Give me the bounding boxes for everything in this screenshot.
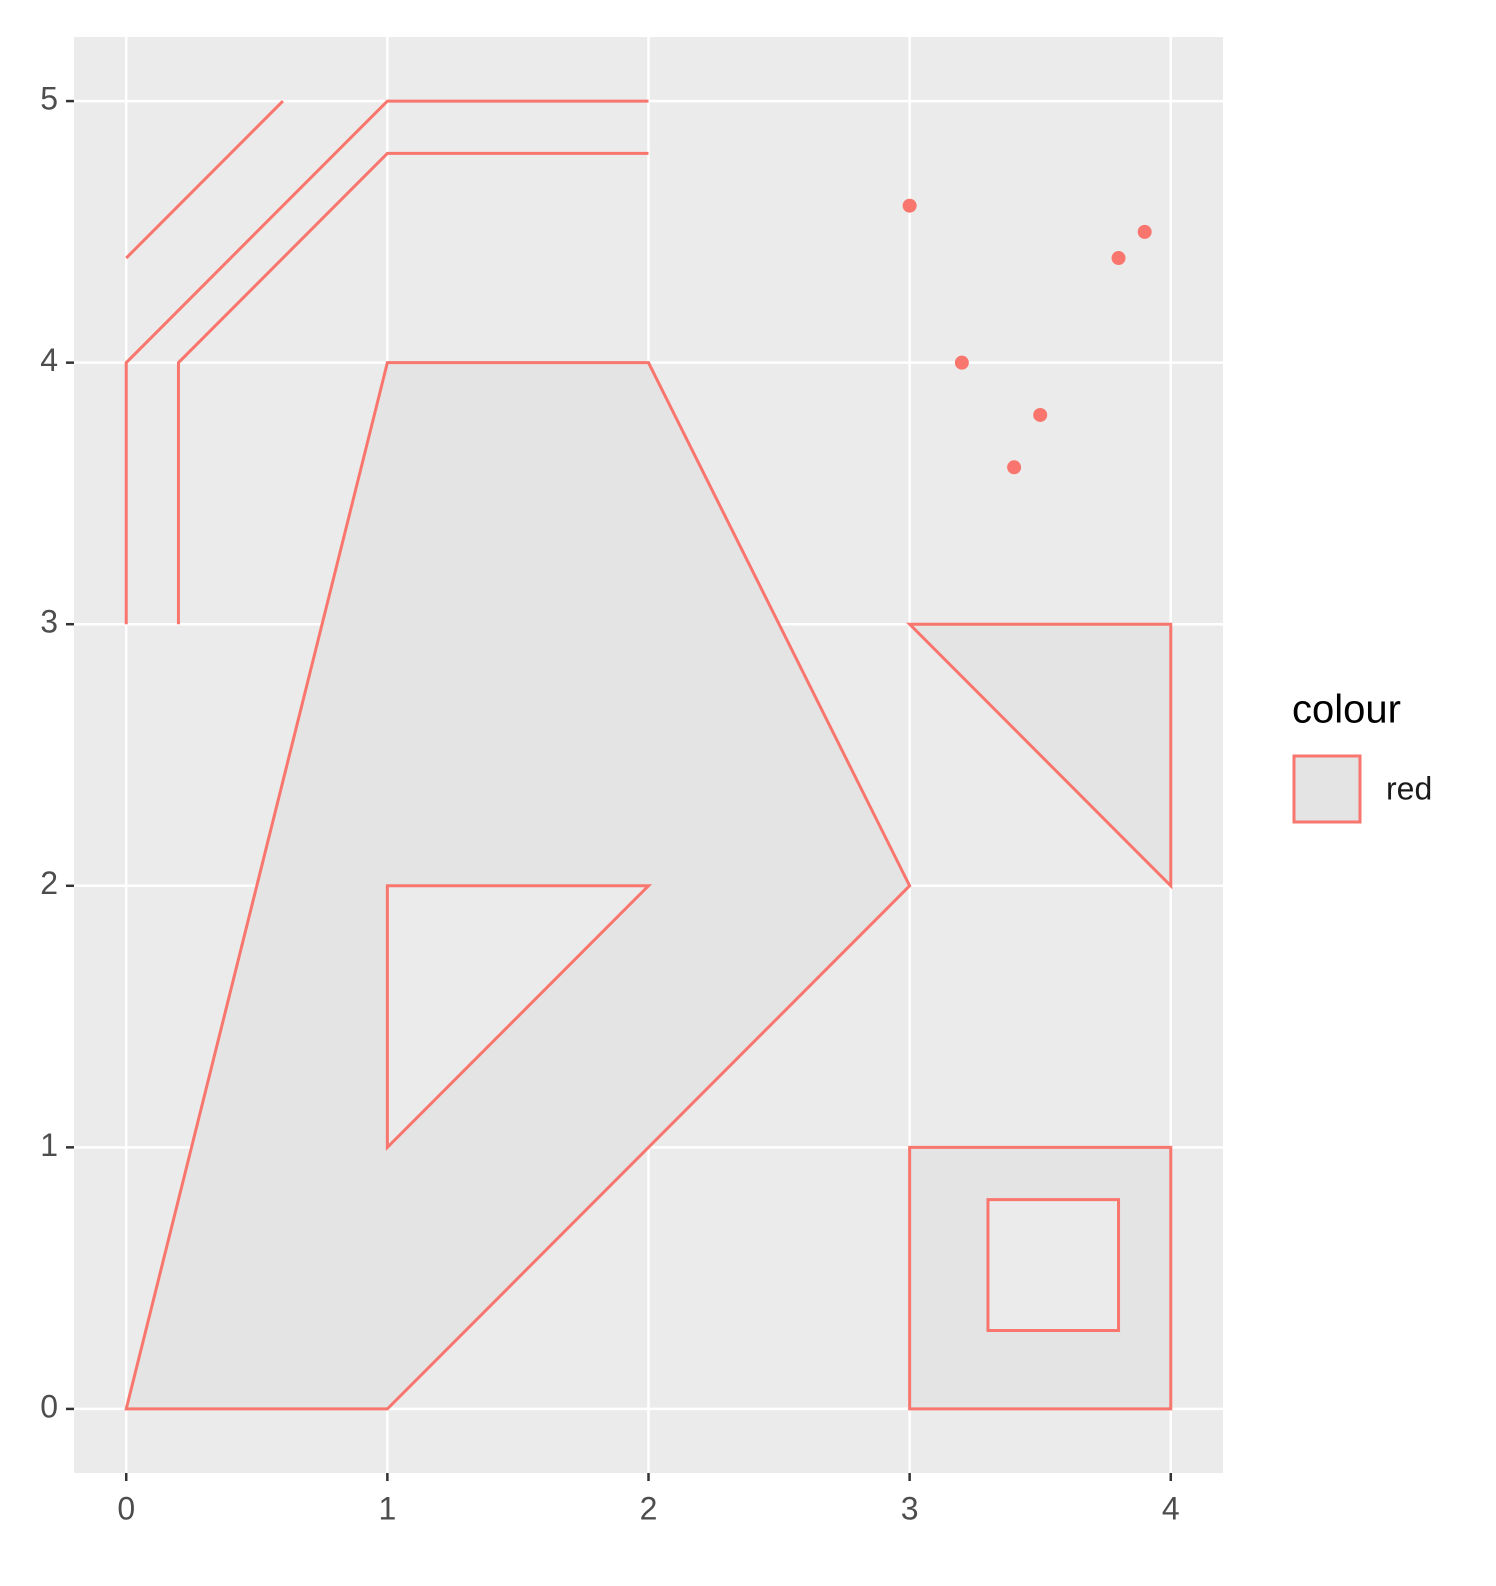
legend-title: colour xyxy=(1292,688,1401,732)
legend-key xyxy=(1292,754,1362,824)
x-tick-label: 1 xyxy=(378,1490,396,1526)
x-tick-label: 3 xyxy=(901,1490,919,1526)
line xyxy=(124,99,649,625)
polygon xyxy=(906,622,1173,890)
y-tick-label: 2 xyxy=(40,865,58,901)
point xyxy=(1033,407,1048,422)
x-tick-label: 2 xyxy=(640,1490,658,1526)
y-tick-label: 3 xyxy=(40,604,58,640)
x-tick-label: 4 xyxy=(1162,1490,1180,1526)
polygon xyxy=(124,361,912,1411)
y-tick-label: 0 xyxy=(40,1388,58,1424)
point xyxy=(902,198,917,213)
line xyxy=(176,151,649,625)
point xyxy=(954,355,969,370)
y-tick-label: 4 xyxy=(40,342,58,378)
point xyxy=(1111,251,1126,266)
y-tick-label: 5 xyxy=(40,81,58,117)
point xyxy=(1007,460,1022,475)
x-tick-label: 0 xyxy=(117,1490,135,1526)
legend-label: red xyxy=(1386,770,1432,806)
y-tick-label: 1 xyxy=(40,1127,58,1163)
point xyxy=(1137,224,1152,239)
geoms xyxy=(124,99,1173,1411)
line xyxy=(125,100,284,260)
polygon xyxy=(908,1145,1173,1411)
